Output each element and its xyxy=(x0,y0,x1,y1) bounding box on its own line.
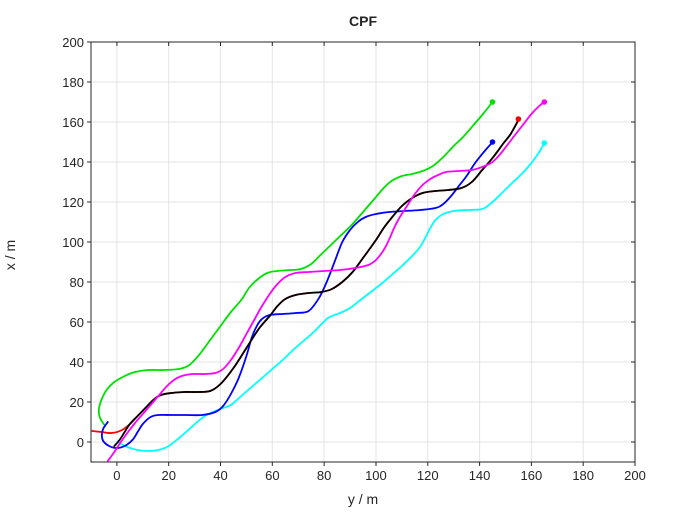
chart-title: CPF xyxy=(349,13,377,29)
y-tick-label: 120 xyxy=(62,195,84,210)
series-red-path xyxy=(91,119,520,434)
blue-endpoint-marker xyxy=(489,139,496,145)
x-tick-label: 40 xyxy=(213,468,228,483)
green-endpoint-marker xyxy=(489,99,496,105)
x-tick-label: 60 xyxy=(265,468,280,483)
cyan-endpoint-marker xyxy=(541,140,548,146)
y-tick-label: 140 xyxy=(62,155,84,170)
magenta-endpoint-marker xyxy=(541,99,548,105)
x-tick-label: 120 xyxy=(416,468,439,483)
x-tick-label: 160 xyxy=(520,468,543,483)
x-tick-label: 180 xyxy=(572,468,595,483)
x-axis-label: y / m xyxy=(347,491,379,507)
red-endpoint-marker xyxy=(515,116,522,122)
y-tick-label: 100 xyxy=(62,235,84,250)
series-cyan-path xyxy=(118,142,546,452)
series-green-path xyxy=(97,101,494,427)
series-magenta-path xyxy=(106,101,546,462)
x-tick-label: 0 xyxy=(113,468,121,483)
y-tick-label: 0 xyxy=(76,435,84,450)
axes-box xyxy=(90,41,636,463)
y-tick-label: 160 xyxy=(62,115,84,130)
x-tick-label: 80 xyxy=(316,468,332,483)
y-tick-label: 20 xyxy=(69,395,84,410)
series-blue-path xyxy=(101,141,494,449)
y-tick-label: 60 xyxy=(69,315,84,330)
x-tick-label: 140 xyxy=(468,468,491,483)
series-black-path xyxy=(113,119,520,447)
y-tick-label: 80 xyxy=(69,275,84,290)
y-tick-label: 200 xyxy=(62,35,84,50)
x-tick-label: 20 xyxy=(161,468,176,483)
x-tick-label: 200 xyxy=(624,468,646,483)
x-tick-label: 100 xyxy=(365,468,387,483)
y-tick-label: 40 xyxy=(69,355,84,370)
y-tick-label: 180 xyxy=(62,75,84,90)
y-axis-label: x / m xyxy=(2,239,18,271)
